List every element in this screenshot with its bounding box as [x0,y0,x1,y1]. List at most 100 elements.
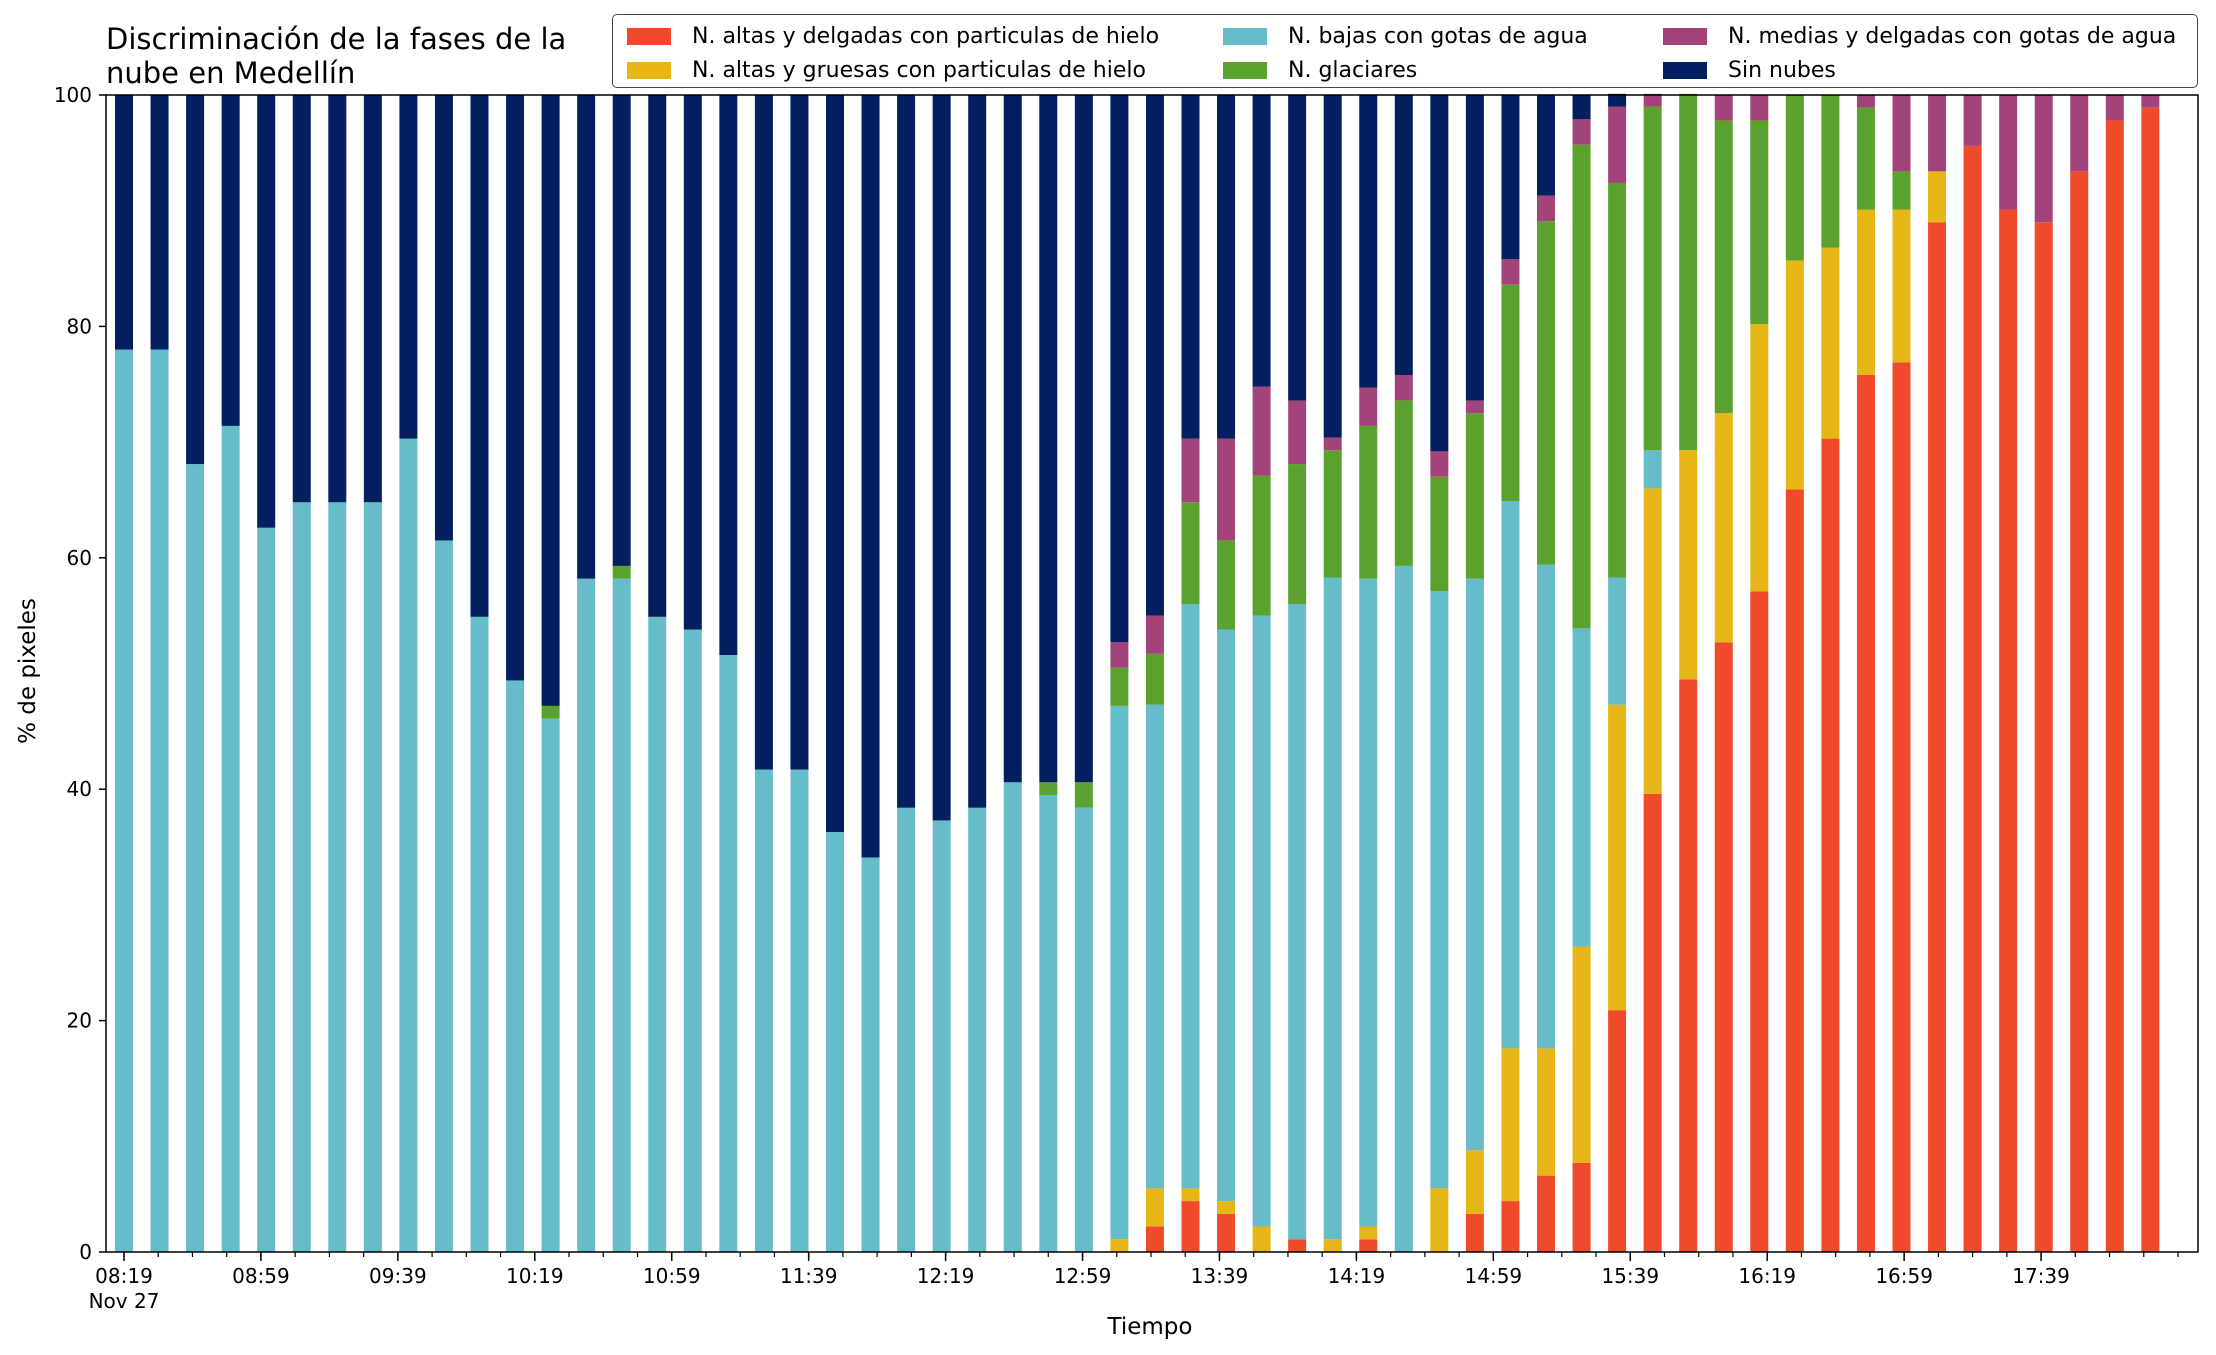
bar-segment [434,540,453,1252]
bar-segment [1217,629,1236,1202]
bar-segment [1217,540,1236,630]
bar-segment [1537,95,1555,196]
bar-segment [1750,324,1769,592]
bar-segment [1145,653,1164,705]
bar-segment [1110,705,1129,1240]
bar-segment [1003,782,1022,1252]
bar-segment [328,502,347,1252]
bar-segment [683,95,702,630]
y-tick-label: 60 [67,546,92,570]
bar-segment [1323,95,1342,438]
bar-segment [1110,1239,1129,1252]
legend-item-medias-delgadas: N. medias y delgadas con gotas de agua [1663,19,2183,53]
bar-segment [897,807,916,1252]
legend-swatch-sin-nubes [1663,61,1707,79]
bar-segment [719,95,738,655]
bar-segment [1359,425,1378,579]
bar-segment [1608,93,1627,107]
bar-segment [1465,95,1484,401]
bar-segment [826,832,844,1252]
bar-segment [1572,119,1591,145]
bar-segment [2034,222,2053,1252]
bar-segment [2105,120,2124,1253]
legend-swatch-bajas-gotas [1223,27,1267,45]
legend-item-bajas-gotas: N. bajas con gotas de agua [1223,19,1663,53]
bar-segment [1856,107,1875,210]
bar-segment [1288,400,1307,465]
bar-segment [434,95,453,541]
bar-segment [612,95,631,566]
bar-segment [399,438,418,1252]
bar-segment [1217,1213,1236,1252]
bar-segment [1465,1213,1484,1252]
bar-segment [1074,95,1093,783]
bar-segment [186,464,205,1253]
bar-segment [1394,95,1413,375]
bar-segment [1465,400,1484,414]
chart-title-line-2: nube en Medellín [106,56,356,90]
bar-segment [1465,413,1484,579]
bar-segment [1430,95,1449,452]
bar-segment [363,502,382,1252]
bar-segment [754,769,773,1252]
bar-segment [826,95,844,833]
bar-segment [1892,95,1911,172]
legend-label-sin-nubes: Sin nubes [1728,57,1836,83]
bar-segment [577,95,596,579]
bar-segment [1252,475,1271,616]
bar-segment [648,616,667,1252]
bar-segment [1714,413,1733,643]
bar-segment [754,95,773,770]
bar-segment [1821,438,1840,1252]
bar-segment [1892,171,1911,210]
legend-item-sin-nubes: Sin nubes [1663,53,2183,87]
bar-segment [1537,195,1555,222]
chart-title-line-1: Discriminación de la fases de la [106,22,567,56]
bar-segment [1430,591,1449,1189]
y-tick-label: 20 [67,1009,92,1033]
bar-segment [1252,386,1271,476]
bar-segment [1252,1226,1271,1252]
bar-segment [1252,615,1271,1227]
bar-segment [1145,704,1164,1189]
bar-segment [257,527,276,1252]
bar-segment [399,95,418,439]
x-tick-label: 16:59 [1875,1264,1933,1288]
bar-segment [1145,1226,1164,1252]
bar-segment [1145,1188,1164,1227]
legend-item-altas-delgadas: N. altas y delgadas con particulas de hi… [627,19,1223,53]
bar-segment [1643,488,1662,794]
bar-segment [150,349,169,1252]
bar-segment [1181,1188,1200,1202]
bar-segment [1714,95,1733,121]
chart-title: Discriminación de la fases de la nube en… [106,22,566,90]
bar-segment [1679,450,1698,680]
legend-label-glaciares: N. glaciares [1288,57,1418,83]
bar-segment [1288,604,1307,1240]
bars-layer [115,93,2160,1253]
bar-segment [897,95,916,808]
bar-segment [1430,476,1449,592]
bar-segment [861,857,880,1252]
bar-segment [1785,95,1804,261]
bar-segment [1110,95,1129,643]
bar-segment [1501,259,1520,285]
bar-segment [1252,95,1271,387]
legend-item-altas-gruesas: N. altas y gruesas con particulas de hie… [627,53,1223,87]
bar-segment [1785,489,1804,1252]
x-tick-label: 09:39 [369,1264,427,1288]
bar-segment [1608,106,1627,183]
bar-segment [1039,794,1058,1252]
bar-segment [1501,1201,1520,1252]
bar-segment [1359,95,1378,388]
bar-segment [1537,1175,1555,1252]
bar-segment [1394,400,1413,566]
bar-segment [363,95,382,503]
bar-segment [1039,782,1058,795]
bar-segment [1608,577,1627,705]
bar-segment [1323,450,1342,578]
x-tick-label: 12:59 [1054,1264,1112,1288]
bar-segment [221,95,240,426]
bar-segment [1181,438,1200,503]
